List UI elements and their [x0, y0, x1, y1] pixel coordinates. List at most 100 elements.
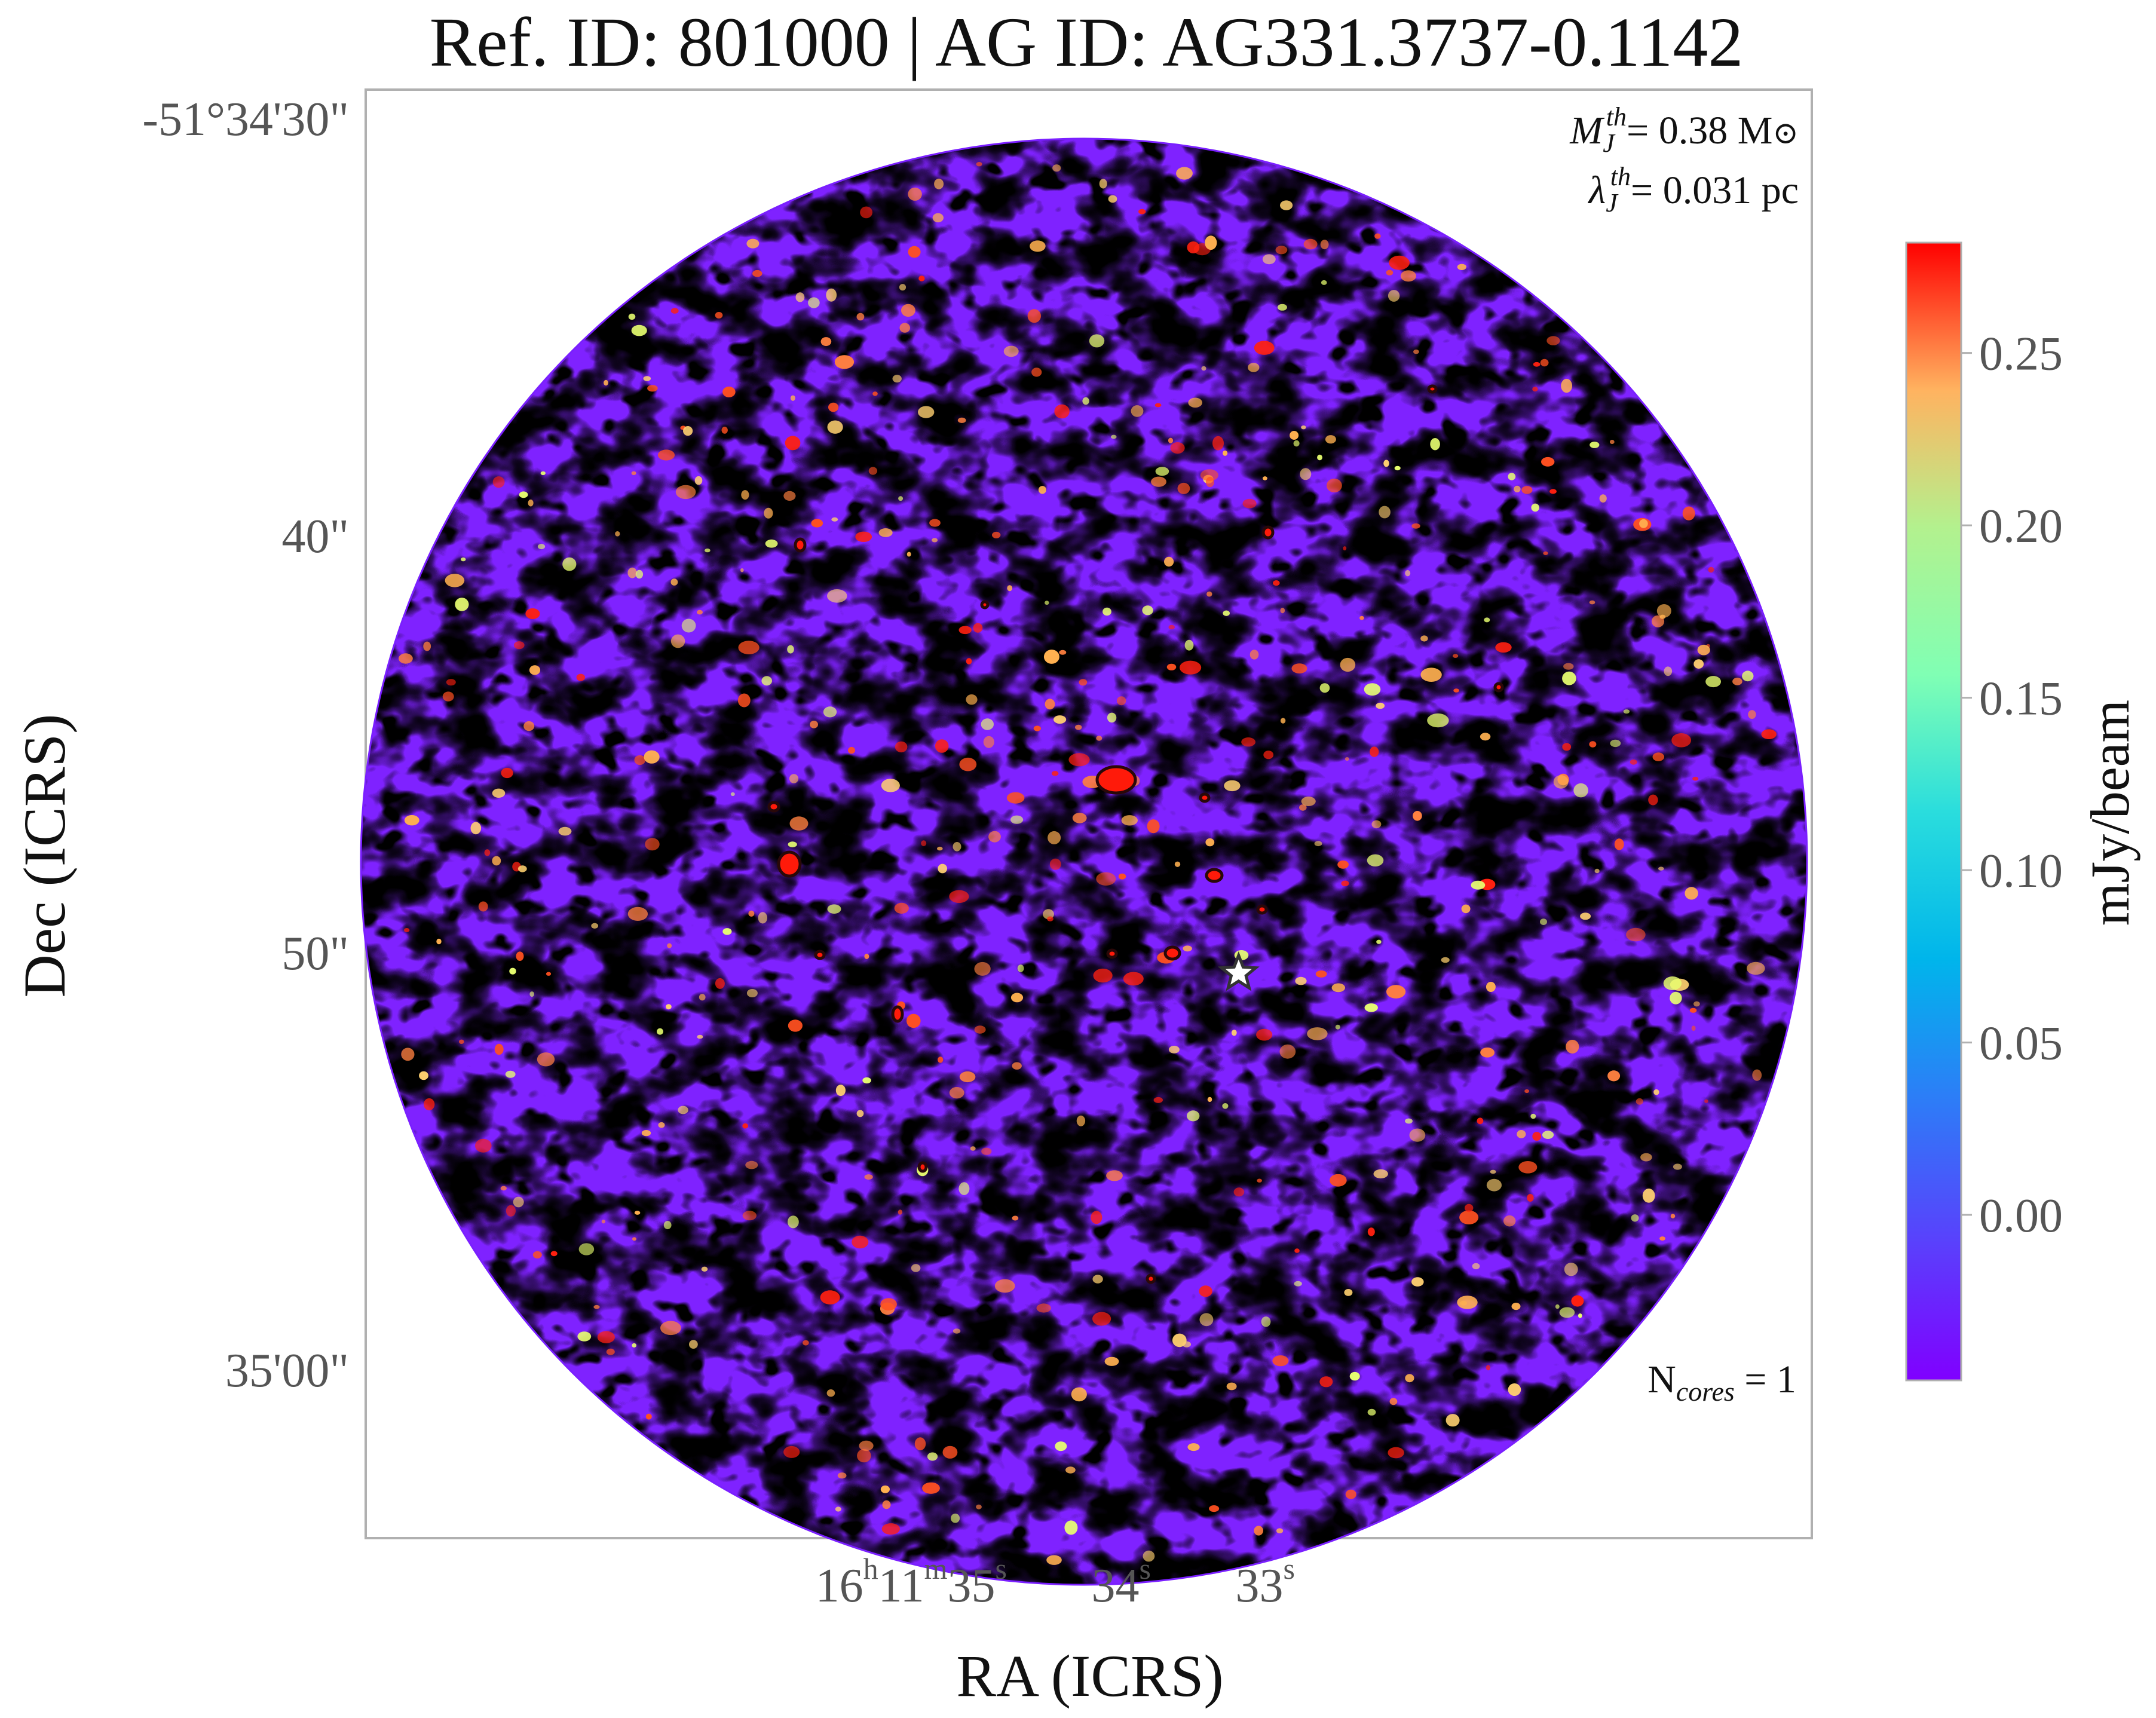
- emission-spot: [1691, 1025, 1696, 1031]
- emission-spot: [1031, 368, 1042, 377]
- emission-spot: [1006, 792, 1025, 804]
- emission-spot: [722, 386, 736, 397]
- emission-spot: [758, 912, 768, 924]
- emission-spot: [528, 499, 534, 507]
- emission-spot: [1104, 1356, 1119, 1366]
- emission-spot: [938, 1056, 944, 1063]
- emission-spot: [645, 838, 660, 851]
- emission-spot: [1409, 1128, 1426, 1142]
- emission-spot: [737, 693, 751, 708]
- emission-spot: [1183, 945, 1192, 952]
- emission-spot: [976, 1504, 982, 1509]
- emission-spot: [1732, 678, 1742, 685]
- emission-spot: [1530, 1113, 1536, 1119]
- emission-spot: [1697, 644, 1710, 656]
- dec-tick-label: 35'00": [225, 1345, 349, 1397]
- emission-spot: [882, 1500, 891, 1509]
- emission-spot: [492, 856, 501, 866]
- emission-spot: [953, 842, 961, 852]
- emission-spot: [1154, 403, 1162, 408]
- emission-spot: [715, 312, 723, 319]
- emission-spot: [663, 1221, 672, 1230]
- ncores-annotation: Ncores = 1: [1647, 1358, 1796, 1407]
- emission-spot: [981, 718, 994, 730]
- emission-spot: [1277, 304, 1287, 311]
- emission-spot: [1663, 976, 1682, 990]
- emission-spot: [525, 608, 540, 619]
- emission-spot: [855, 531, 872, 542]
- emission-spot: [1542, 1131, 1554, 1139]
- core-contour: [1106, 948, 1118, 959]
- emission-spot: [974, 1025, 986, 1034]
- emission-spot: [667, 943, 672, 948]
- emission-spot: [1642, 1189, 1655, 1203]
- emission-spot: [1307, 1027, 1328, 1040]
- emission-spot: [1453, 688, 1459, 693]
- emission-spot: [1405, 1118, 1413, 1124]
- emission-spot: [1111, 434, 1117, 439]
- emission-spot: [935, 739, 949, 753]
- emission-spot: [820, 337, 832, 347]
- emission-spot: [1389, 255, 1410, 270]
- emission-spot: [1472, 1263, 1480, 1270]
- emission-spot: [1607, 1070, 1621, 1082]
- emission-spot: [878, 528, 893, 537]
- emission-spot: [647, 385, 658, 392]
- emission-spot: [765, 539, 778, 548]
- emission-spot: [1222, 1103, 1229, 1109]
- emission-spot: [746, 989, 758, 997]
- emission-spot: [1457, 1296, 1478, 1309]
- intensity-map: [361, 139, 1807, 1585]
- emission-spot: [898, 496, 904, 501]
- emission-spot: [1460, 1300, 1468, 1306]
- emission-spot: [949, 890, 969, 904]
- emission-spot: [1337, 860, 1349, 869]
- emission-spot: [852, 1235, 869, 1249]
- emission-spot: [558, 826, 572, 836]
- core-contour: [891, 1005, 904, 1023]
- emission-spot: [1388, 290, 1400, 302]
- emission-spot: [1609, 439, 1615, 445]
- emission-spot: [701, 1266, 708, 1272]
- bright-spots: [399, 162, 1777, 1565]
- emission-spot: [1345, 757, 1349, 761]
- emission-spot: [1093, 968, 1113, 983]
- emission-spot: [1096, 736, 1102, 741]
- emission-spot: [1089, 334, 1105, 348]
- emission-spot: [1003, 345, 1019, 357]
- emission-spot: [740, 568, 744, 572]
- emission-spot: [1174, 861, 1181, 867]
- emission-spot: [1254, 341, 1275, 355]
- emission-spot: [1394, 466, 1401, 471]
- emission-spot: [1692, 776, 1699, 781]
- x-axis-label: RA (ICRS): [956, 1643, 1223, 1709]
- emission-spot: [1693, 659, 1704, 669]
- emission-spot: [1051, 771, 1059, 776]
- emission-spot: [1524, 1089, 1530, 1094]
- emission-spot: [1484, 617, 1490, 623]
- core-contour: [1427, 384, 1438, 394]
- emission-spot: [988, 831, 1001, 843]
- emission-spot: [1257, 1178, 1262, 1183]
- emission-spot: [1541, 457, 1555, 467]
- emission-spot: [1331, 983, 1345, 993]
- emission-spot: [1659, 614, 1666, 619]
- emission-spot: [1508, 1383, 1521, 1396]
- emission-spot: [699, 994, 706, 1001]
- emission-spot: [1330, 1174, 1347, 1187]
- emission-spot: [1188, 397, 1202, 408]
- emission-spot: [675, 485, 696, 500]
- emission-spot: [788, 841, 797, 847]
- emission-spot: [1631, 1214, 1639, 1222]
- emission-spot: [1068, 753, 1090, 767]
- core-contours: [767, 384, 1504, 1284]
- emission-spot: [705, 548, 710, 553]
- emission-spot: [1367, 854, 1384, 867]
- emission-spot: [764, 507, 773, 519]
- emission-spot: [1559, 1307, 1575, 1318]
- emission-spot: [1486, 982, 1496, 992]
- emission-spot: [1176, 167, 1193, 180]
- emission-spot: [506, 1205, 516, 1217]
- emission-spot: [455, 598, 469, 611]
- emission-spot: [752, 270, 762, 277]
